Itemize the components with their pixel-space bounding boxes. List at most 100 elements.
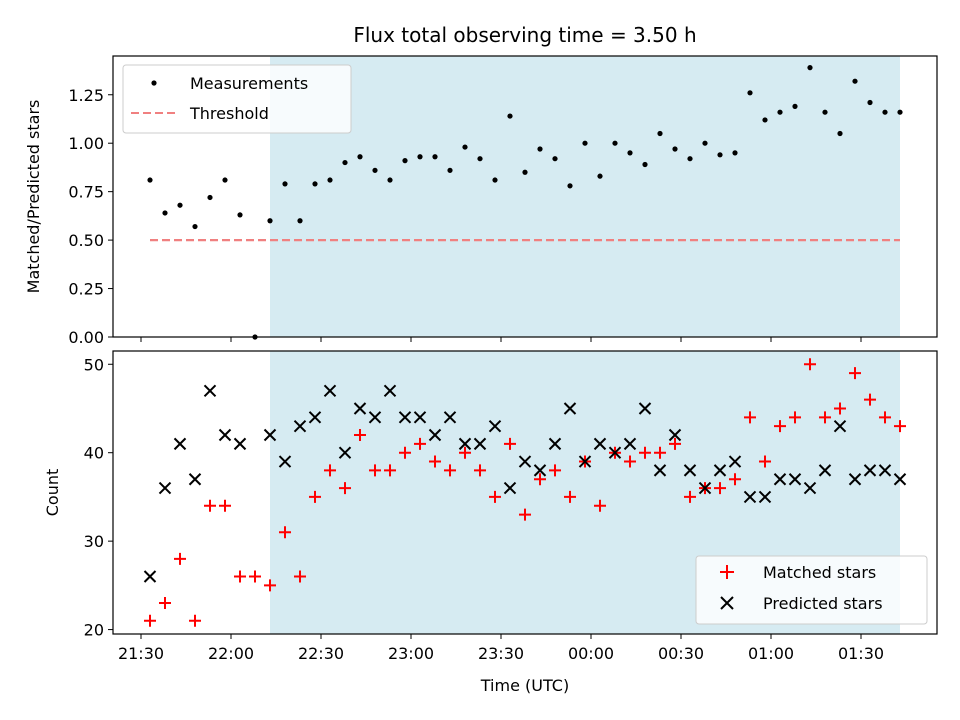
matched-star-point (189, 614, 201, 627)
measurement-point (162, 210, 168, 216)
x-axis-label: Time (UTC) (480, 676, 569, 695)
bottom-y-tick-label: 30 (84, 532, 104, 551)
predicted-star-point (188, 473, 202, 486)
measurement-point (822, 109, 828, 115)
predicted-star-point (728, 455, 742, 468)
matched-star-point (519, 508, 531, 521)
measurement-point (207, 194, 213, 201)
predicted-star-point (833, 419, 847, 433)
top-legend: Measurements Threshold (122, 64, 352, 134)
predicted-star-point (458, 437, 472, 451)
top-y-axis-label: Matched/Predicted stars (24, 100, 43, 294)
measurement-point (567, 183, 573, 189)
top-y-tick-label: 1.00 (68, 134, 104, 153)
top-y-tick-label: 1.25 (68, 86, 104, 105)
legend-measurement-marker (151, 80, 157, 86)
legend-predicted-marker (720, 596, 734, 610)
measurement-point (462, 144, 468, 150)
top-y-tick-label: 0.50 (68, 231, 104, 250)
top-y-tick-label: 0.25 (68, 280, 104, 299)
measurement-point (417, 154, 423, 160)
matched-star-point (399, 446, 411, 459)
bottom-y-tick-label: 20 (84, 621, 104, 640)
matched-star-point (759, 455, 771, 468)
matched-star-point (489, 490, 501, 503)
matched-star-point (744, 411, 756, 424)
predicted-star-point (368, 411, 382, 424)
matched-star-point (714, 482, 726, 495)
predicted-star-point (653, 464, 667, 477)
predicted-star-point (308, 411, 322, 424)
matched-star-point (369, 464, 381, 477)
top-y-ticks: 0.00 0.25 0.50 0.75 1.00 1.25 (68, 86, 113, 347)
matched-star-point (819, 411, 831, 424)
predicted-star-point (233, 437, 247, 451)
matched-star-point (864, 393, 876, 406)
matched-star-point (594, 499, 606, 512)
predicted-star-point (323, 384, 337, 398)
predicted-star-point (698, 481, 712, 495)
matched-star-point (639, 446, 651, 459)
chart-title: Flux total observing time = 3.50 h (353, 23, 696, 47)
predicted-star-point (473, 437, 487, 451)
predicted-star-point (758, 490, 772, 504)
matched-star-point (384, 464, 396, 477)
predicted-star-point (743, 490, 757, 504)
legend-matched-marker (720, 565, 734, 579)
predicted-star-point (593, 437, 607, 451)
predicted-star-point (263, 428, 277, 442)
predicted-star-point (548, 437, 562, 451)
measurement-point (477, 156, 483, 162)
measurement-point (192, 223, 198, 230)
matched-star-point (879, 411, 891, 424)
measurement-point (672, 146, 678, 152)
measurement-points (147, 65, 903, 340)
measurement-point (507, 113, 513, 119)
measurement-point (777, 109, 783, 115)
predicted-star-point (578, 455, 592, 468)
predicted-star-point (863, 464, 877, 477)
x-tick-label: 23:30 (478, 644, 524, 663)
measurement-point (492, 177, 498, 183)
predicted-star-point (563, 402, 577, 415)
matched-star-point (144, 614, 156, 627)
bottom-y-axis-label: Count (43, 469, 62, 517)
predicted-star-point (803, 481, 817, 495)
measurement-point (657, 130, 663, 137)
matched-star-point (309, 490, 321, 503)
predicted-star-point (638, 402, 652, 415)
measurement-point (267, 218, 273, 224)
matched-star-point (459, 446, 471, 459)
matched-star-point (804, 358, 816, 371)
predicted-star-point (818, 464, 832, 477)
x-tick-label: 00:30 (658, 644, 704, 663)
measurement-point (147, 177, 153, 183)
measurement-point (627, 150, 633, 156)
matched-star-point (834, 402, 846, 415)
measurement-point (837, 130, 843, 137)
measurement-point (327, 177, 333, 183)
measurement-point (687, 156, 693, 162)
matched-star-point (324, 464, 336, 477)
x-tick-label: 23:00 (388, 644, 434, 663)
x-tick-label: 01:00 (748, 644, 794, 663)
predicted-star-point (683, 464, 697, 477)
bottom-x-ticks: 21:30 22:00 22:30 23:00 23:30 00:00 00:30 01:00… (118, 634, 884, 663)
bottom-y-tick-label: 50 (84, 355, 104, 374)
measurement-point (312, 181, 318, 187)
predicted-star-point (413, 411, 427, 424)
measurement-point (237, 212, 243, 218)
top-y-tick-label: 0.00 (68, 328, 104, 347)
measurement-point (582, 140, 588, 146)
matched-star-point (354, 429, 366, 442)
predicted-star-point (788, 473, 802, 486)
measurement-point (762, 117, 768, 123)
predicted-star-point (713, 464, 727, 477)
predicted-star-point (533, 464, 547, 477)
predicted-star-point (158, 481, 172, 495)
x-tick-label: 21:30 (118, 644, 164, 663)
matched-star-point (789, 411, 801, 424)
matched-star-point (249, 570, 261, 583)
matched-star-point (264, 579, 276, 592)
